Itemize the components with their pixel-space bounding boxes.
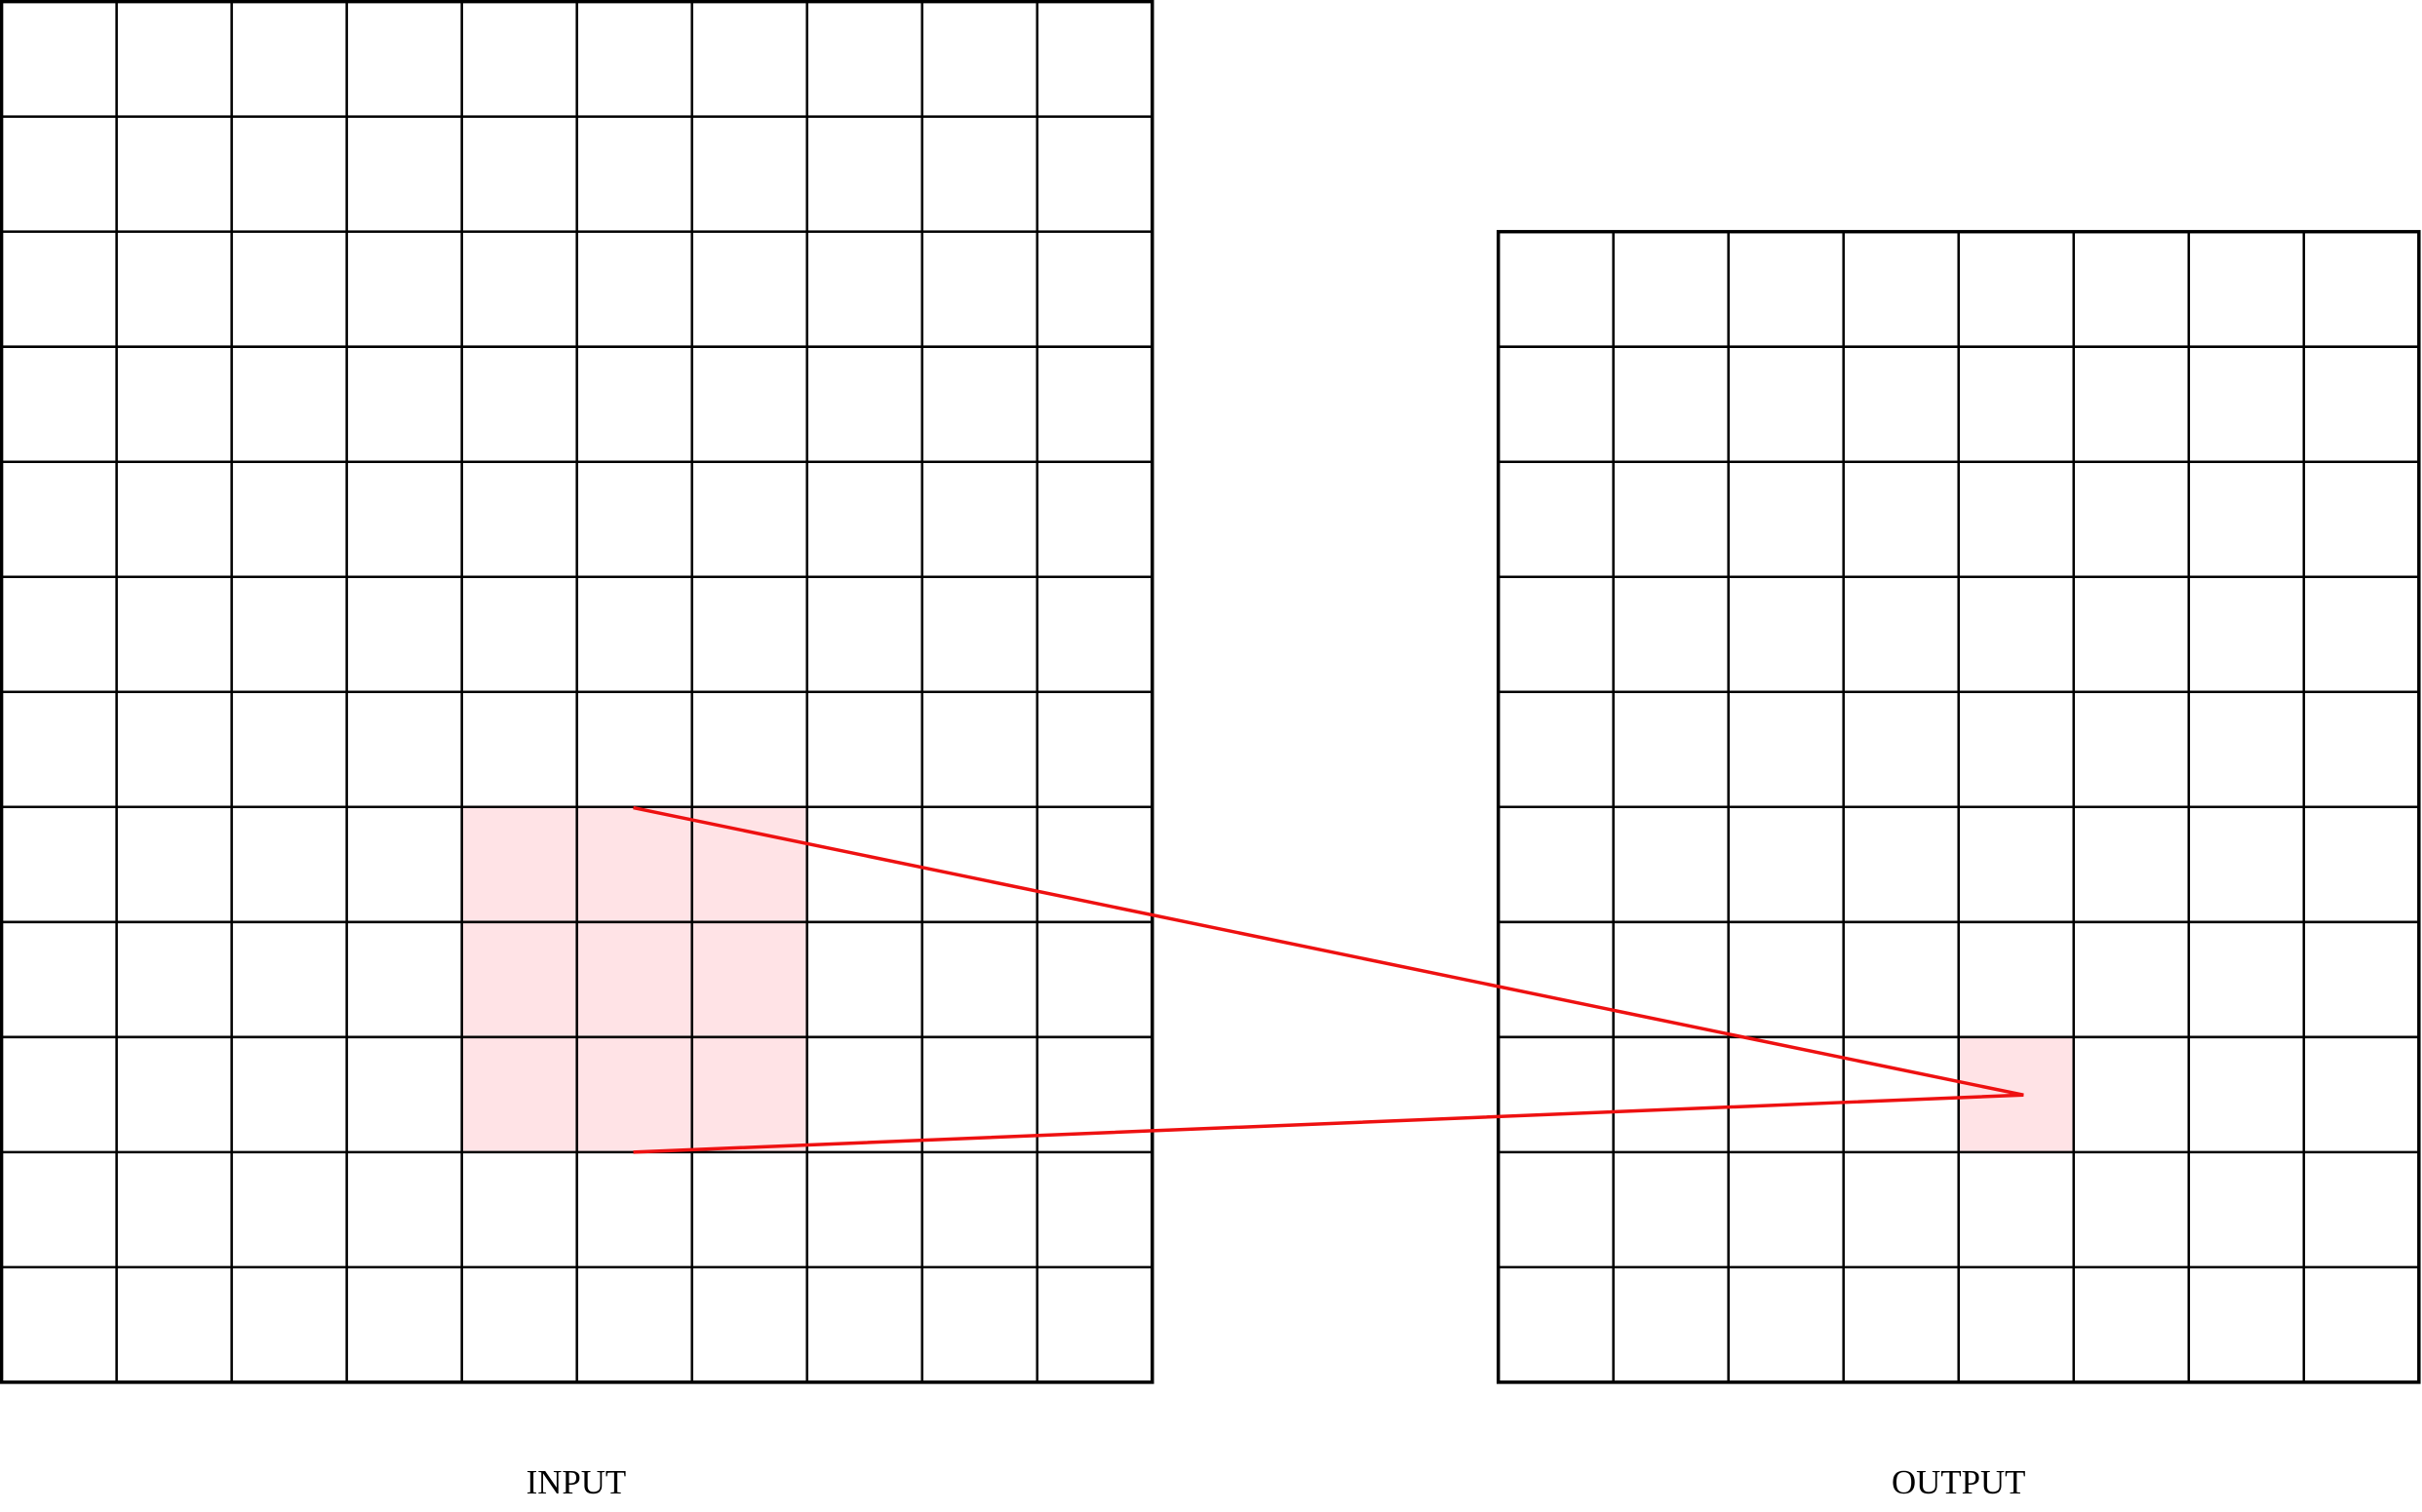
output-frame: [1496, 229, 2421, 1384]
output-label: OUTPUT: [1892, 1463, 2025, 1501]
projection-lines: [633, 805, 2024, 1154]
input-label: INPUT: [527, 1463, 627, 1501]
receptive-field: [461, 807, 806, 1152]
grids: [1, 1, 2419, 1382]
input-frame: [0, 0, 1154, 1384]
